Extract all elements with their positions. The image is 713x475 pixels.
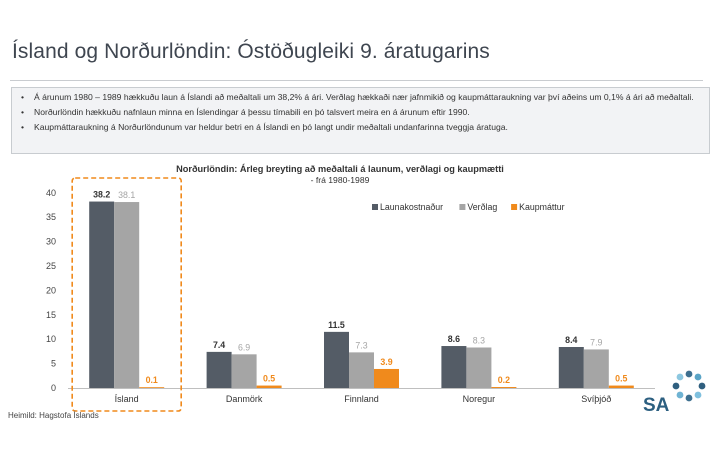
- page-title: Ísland og Norðurlöndin: Óstöðugleiki 9. …: [12, 40, 490, 63]
- y-tick-label: 0: [51, 383, 56, 393]
- bar-verðlag: [349, 352, 374, 388]
- data-label: 7.4: [213, 340, 225, 350]
- data-label: 3.9: [380, 357, 392, 367]
- x-tick-label: Finnland: [344, 394, 379, 404]
- bar-launakostnaður: [89, 201, 115, 388]
- data-label: 0.2: [498, 375, 510, 385]
- source-note: Heimild: Hagstofa Íslands: [8, 411, 99, 420]
- summary-box: Á árunum 1980 – 1989 hækkuðu laun á Ísla…: [11, 87, 710, 154]
- title-divider: [10, 80, 703, 81]
- data-label: 0.1: [146, 375, 158, 385]
- data-label: 8.6: [448, 334, 460, 344]
- y-tick-label: 35: [46, 212, 56, 222]
- data-label: 38.2: [93, 190, 110, 200]
- summary-bullet: Norðurlöndin hækkuðu nafnlaun minna en Í…: [20, 107, 699, 118]
- data-label: 0.5: [615, 374, 627, 384]
- bar-launakostnaður: [206, 351, 232, 388]
- y-tick-label: 30: [46, 237, 56, 247]
- data-label: 38.1: [118, 190, 135, 200]
- logo-text: SA: [643, 395, 670, 416]
- bar-launakostnaður: [558, 347, 584, 388]
- y-tick-label: 25: [46, 261, 56, 271]
- bar-verðlag: [231, 354, 257, 388]
- data-label: 7.9: [590, 337, 602, 347]
- y-tick-label: 10: [46, 334, 56, 344]
- x-tick-label: Svíþjóð: [581, 394, 611, 404]
- logo-dots-icon: [672, 370, 706, 402]
- legend-swatch: [459, 204, 466, 210]
- x-tick-label: Ísland: [115, 394, 139, 404]
- legend-swatch: [372, 204, 378, 210]
- data-label: 11.5: [328, 320, 345, 330]
- bar-kaupmáttur: [374, 368, 399, 388]
- data-label: 6.9: [238, 342, 250, 352]
- data-label: 8.3: [473, 335, 485, 345]
- data-label: 7.3: [355, 340, 367, 350]
- legend-label: Launakostnaður: [380, 202, 443, 212]
- bar-kaupmáttur: [608, 385, 634, 388]
- chart-subtitle: - frá 1980-1989: [311, 175, 370, 185]
- bar-verðlag: [466, 347, 492, 388]
- legend-label: Kaupmáttur: [519, 202, 565, 212]
- bar-verðlag: [583, 349, 609, 388]
- legend-label: Verðlag: [467, 202, 497, 212]
- bar-launakostnaður: [324, 331, 349, 388]
- y-tick-label: 40: [46, 188, 56, 198]
- summary-bullet: Kaupmáttaraukning á Norðurlöndunum var h…: [20, 122, 699, 133]
- y-tick-label: 5: [51, 359, 56, 369]
- bar-kaupmáttur: [139, 387, 165, 388]
- x-tick-label: Noregur: [463, 394, 496, 404]
- bar-launakostnaður: [441, 346, 467, 388]
- chart-title: Norðurlöndin: Árleg breyting að meðaltal…: [176, 163, 504, 174]
- x-tick-label: Danmörk: [226, 394, 263, 404]
- summary-bullet: Á árunum 1980 – 1989 hækkuðu laun á Ísla…: [20, 92, 699, 103]
- bar-kaupmáttur: [256, 385, 282, 388]
- y-tick-label: 15: [46, 310, 56, 320]
- highlight-box: [71, 177, 182, 412]
- data-label: 0.5: [263, 374, 275, 384]
- y-tick-label: 20: [46, 285, 56, 295]
- legend-swatch: [511, 204, 518, 210]
- bar-verðlag: [114, 202, 140, 388]
- sa-logo: SA: [643, 370, 706, 416]
- data-label: 8.4: [565, 335, 577, 345]
- bar-kaupmáttur: [491, 387, 517, 388]
